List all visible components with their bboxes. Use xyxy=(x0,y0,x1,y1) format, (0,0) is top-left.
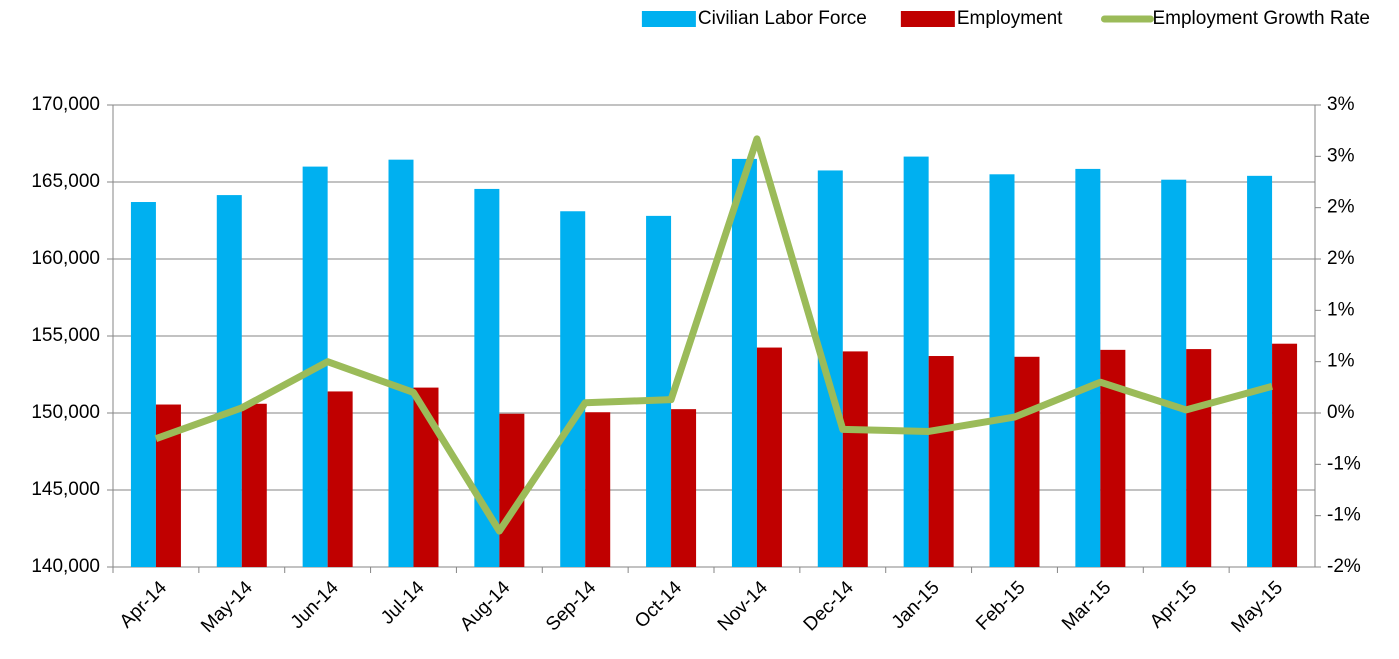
bar xyxy=(1272,343,1298,567)
bar xyxy=(560,211,586,567)
x-tick-label: Jul-14 xyxy=(377,577,429,629)
legend-label: Employment xyxy=(957,8,1063,29)
y2-tick-label: 0% xyxy=(1327,402,1355,423)
bar xyxy=(842,351,868,567)
bar xyxy=(646,215,672,567)
x-tick-label: Oct-14 xyxy=(631,577,686,632)
bar xyxy=(216,195,242,567)
y2-tick-label: -1% xyxy=(1327,453,1361,474)
x-tick-label: Nov-14 xyxy=(714,577,772,635)
x-tick-label: Apr-15 xyxy=(1146,577,1201,632)
legend-swatch xyxy=(900,11,955,27)
x-tick-label: Sep-14 xyxy=(542,577,600,635)
y2-tick-label: 1% xyxy=(1327,351,1355,372)
x-tick-label: Aug-14 xyxy=(456,577,514,635)
x-tick-label: Mar-15 xyxy=(1058,577,1115,634)
y-tick-label: 145,000 xyxy=(31,479,100,500)
y-tick-label: 150,000 xyxy=(31,402,100,423)
y2-tick-label: 2% xyxy=(1327,197,1355,218)
y2-tick-label: 2% xyxy=(1327,248,1355,269)
y-tick-label: 160,000 xyxy=(31,248,100,269)
legend-swatch xyxy=(641,11,696,27)
x-tick-label: Jan-15 xyxy=(888,577,944,633)
line xyxy=(154,135,1273,535)
bar xyxy=(1161,179,1187,567)
x-tick-label: May-14 xyxy=(197,577,257,637)
bar xyxy=(1186,349,1212,567)
y-tick-label: 170,000 xyxy=(31,94,100,115)
y2-tick-label: 3% xyxy=(1327,94,1355,115)
bar xyxy=(241,403,267,567)
x-tick-label: May-15 xyxy=(1228,577,1288,637)
bar xyxy=(388,159,414,568)
bar xyxy=(903,156,929,567)
x-tick-label: Dec-14 xyxy=(800,577,858,635)
y2-tick-label: -2% xyxy=(1327,556,1361,577)
bar xyxy=(1075,168,1101,567)
x-tick-label: Feb-15 xyxy=(972,577,1029,634)
x-tick-label: Apr-14 xyxy=(116,577,171,632)
y-tick-label: 140,000 xyxy=(31,556,100,577)
bar xyxy=(585,412,611,567)
bar xyxy=(731,158,757,567)
bar xyxy=(1247,175,1273,567)
legend-label: Employment Growth Rate xyxy=(1152,8,1370,29)
x-tick-label: Jun-14 xyxy=(287,577,343,633)
y2-tick-label: -1% xyxy=(1327,505,1361,526)
bar xyxy=(130,202,156,567)
bar xyxy=(756,347,782,567)
y2-tick-label: 3% xyxy=(1327,145,1355,166)
y-tick-label: 155,000 xyxy=(31,325,100,346)
y-tick-label: 165,000 xyxy=(31,171,100,192)
bar xyxy=(499,413,525,567)
bar xyxy=(989,174,1015,568)
bar xyxy=(327,391,353,567)
bar xyxy=(671,409,697,567)
bar xyxy=(1014,356,1040,567)
y2-tick-label: 1% xyxy=(1327,299,1355,320)
bar xyxy=(928,356,954,567)
legend-label: Civilian Labor Force xyxy=(698,8,867,29)
